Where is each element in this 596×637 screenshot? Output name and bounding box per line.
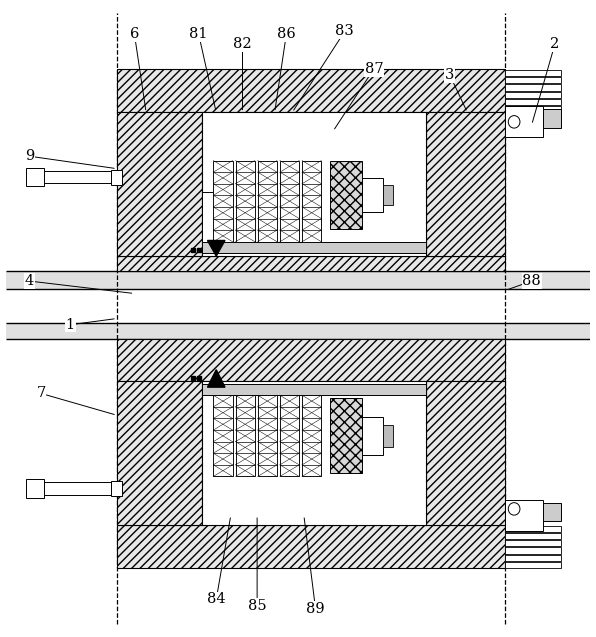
Text: 4: 4 (24, 274, 34, 288)
Text: 9: 9 (24, 149, 34, 163)
Bar (383, 185, 393, 205)
Bar (235, 161, 254, 241)
Bar (280, 396, 299, 476)
Bar (26, 168, 44, 187)
Bar (505, 85, 561, 90)
Bar (213, 161, 232, 241)
Bar (117, 256, 505, 271)
Text: 2: 2 (550, 37, 560, 51)
Text: 84: 84 (207, 592, 225, 606)
Text: 85: 85 (248, 599, 266, 613)
Text: 89: 89 (306, 602, 325, 616)
Bar (505, 70, 561, 76)
Bar (201, 241, 427, 253)
Polygon shape (207, 240, 225, 256)
Bar (505, 533, 561, 539)
Circle shape (508, 116, 520, 128)
Text: 1: 1 (66, 318, 74, 332)
Text: 88: 88 (522, 274, 541, 288)
Bar (383, 425, 393, 447)
Bar (362, 417, 383, 455)
Bar (117, 69, 505, 113)
Bar (505, 106, 561, 113)
Text: 7: 7 (36, 387, 46, 401)
Bar (330, 161, 362, 229)
Bar (302, 396, 321, 476)
Bar (505, 547, 561, 554)
Bar (117, 381, 201, 524)
Bar (26, 479, 44, 498)
Bar (117, 339, 505, 381)
Bar (41, 171, 111, 183)
Bar (117, 113, 201, 256)
Circle shape (508, 503, 520, 515)
Bar (302, 161, 321, 241)
Bar (505, 92, 561, 98)
Bar (201, 384, 427, 396)
Text: 82: 82 (233, 37, 252, 51)
Bar (505, 562, 561, 568)
Text: 87: 87 (365, 62, 383, 76)
Bar (257, 161, 277, 241)
Bar (201, 192, 228, 241)
Bar (6, 271, 590, 289)
Bar (41, 482, 111, 495)
Bar (213, 396, 232, 476)
Text: 83: 83 (336, 24, 354, 38)
Bar (427, 113, 505, 256)
Text: 86: 86 (277, 27, 296, 41)
Bar (257, 396, 277, 476)
Bar (505, 499, 544, 531)
Bar (362, 178, 383, 212)
Bar (544, 503, 561, 521)
Bar (505, 526, 561, 532)
Bar (544, 110, 561, 128)
Bar (201, 381, 427, 524)
Bar (505, 77, 561, 83)
Bar (505, 99, 561, 105)
Bar (117, 524, 505, 568)
Bar (505, 555, 561, 561)
Bar (427, 381, 505, 524)
Bar (505, 106, 544, 138)
Text: 3: 3 (445, 68, 455, 82)
Text: 81: 81 (190, 27, 208, 41)
Bar (201, 113, 427, 256)
Bar (235, 396, 254, 476)
Bar (111, 481, 122, 496)
Bar (505, 540, 561, 547)
Bar (6, 324, 590, 339)
Bar (280, 161, 299, 241)
Text: 6: 6 (130, 27, 139, 41)
Bar (330, 398, 362, 473)
Bar (111, 169, 122, 185)
Polygon shape (207, 369, 225, 387)
